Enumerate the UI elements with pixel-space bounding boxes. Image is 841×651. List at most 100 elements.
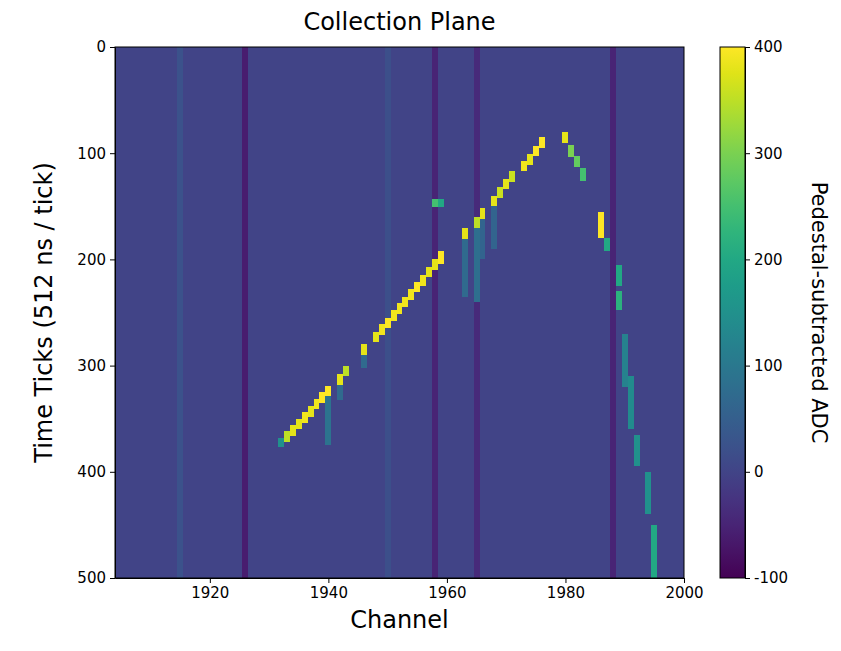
cell xyxy=(242,47,248,578)
cell xyxy=(533,146,539,157)
cell xyxy=(462,228,468,240)
cell xyxy=(414,282,420,293)
tick: 1960 xyxy=(428,578,466,602)
cell xyxy=(385,47,391,578)
tick-label: 200 xyxy=(77,251,106,269)
tick-label: 1960 xyxy=(428,584,466,602)
cell xyxy=(645,472,651,514)
cell xyxy=(420,275,426,286)
cell xyxy=(373,332,379,343)
tick-label: 1940 xyxy=(310,584,348,602)
y-axis: 0100200300400500 xyxy=(77,38,115,587)
tick-mark xyxy=(110,472,115,473)
tick-mark xyxy=(110,259,115,260)
y-axis-title: Time Ticks (512 ns / tick) xyxy=(30,162,58,464)
tick-label: 300 xyxy=(754,145,783,163)
cell xyxy=(509,171,515,182)
tick-mark xyxy=(745,366,750,367)
cell xyxy=(432,199,438,207)
tick-mark xyxy=(745,259,750,260)
cell xyxy=(480,208,486,219)
cell xyxy=(574,156,580,167)
cell xyxy=(622,334,628,387)
tick: 200 xyxy=(77,251,115,269)
cell xyxy=(432,47,438,578)
tick-mark xyxy=(110,366,115,367)
tick: 300 xyxy=(77,357,115,375)
tick: 200 xyxy=(745,251,783,269)
tick-label: 1920 xyxy=(191,584,229,602)
cell xyxy=(491,205,497,249)
tick-mark xyxy=(447,578,448,583)
tick-label: 2000 xyxy=(665,584,703,602)
colorbar-axis: -1000100200300400 xyxy=(745,38,788,587)
tick-mark xyxy=(328,578,329,583)
plot-frame xyxy=(115,47,684,578)
colorbar xyxy=(720,47,745,578)
cell xyxy=(325,386,331,397)
cell xyxy=(497,187,503,198)
cell xyxy=(651,525,657,578)
tick-label: -100 xyxy=(754,569,788,587)
tick-mark xyxy=(684,578,685,583)
cell xyxy=(628,376,634,429)
cell xyxy=(616,291,622,310)
cell xyxy=(308,406,314,417)
cell xyxy=(539,137,545,148)
cell xyxy=(568,145,574,158)
cell xyxy=(278,438,284,448)
cell xyxy=(598,212,604,239)
tick: 0 xyxy=(745,463,764,481)
cell xyxy=(521,161,527,172)
cell xyxy=(397,303,403,314)
cell xyxy=(438,251,444,264)
tick-mark xyxy=(110,578,115,579)
tick-label: 0 xyxy=(96,38,106,56)
cell xyxy=(438,199,444,207)
cell xyxy=(177,47,183,578)
cell xyxy=(391,310,397,321)
cell xyxy=(491,196,497,207)
cell xyxy=(432,259,438,270)
axis-line xyxy=(116,578,685,579)
chart: 192019401960198020000100200300400500Coll… xyxy=(0,0,841,651)
x-axis: 1920 1940 1960 1980 2000 xyxy=(116,578,704,602)
cell xyxy=(337,374,343,385)
tick-mark xyxy=(210,578,211,583)
heatmap-cells xyxy=(115,47,684,578)
tick-mark xyxy=(745,472,750,473)
tick-label: 1980 xyxy=(547,584,585,602)
tick-mark xyxy=(565,578,566,583)
cell xyxy=(462,238,468,296)
cell xyxy=(290,425,296,436)
colorbar-title: Pedestal-subtracted ADC xyxy=(807,182,831,444)
cell xyxy=(474,47,480,578)
tick: 400 xyxy=(745,38,783,56)
tick: 400 xyxy=(77,463,115,481)
cell xyxy=(337,384,343,400)
cell xyxy=(474,217,480,228)
tick-label: 400 xyxy=(754,38,783,56)
cell xyxy=(296,419,302,430)
cell xyxy=(480,218,486,259)
cell xyxy=(115,47,684,578)
cell xyxy=(503,179,509,190)
axis-line xyxy=(745,48,746,579)
x-axis-title: Channel xyxy=(350,606,449,634)
cell xyxy=(385,318,391,329)
tick-mark xyxy=(110,153,115,154)
cell xyxy=(610,47,616,578)
tick-mark xyxy=(745,47,750,48)
cell xyxy=(616,265,622,286)
cell xyxy=(314,399,320,410)
tick: 1920 xyxy=(191,578,229,602)
cell xyxy=(562,132,568,143)
cell xyxy=(319,392,325,403)
cell xyxy=(379,324,385,335)
cell xyxy=(361,344,367,355)
title: Collection Plane xyxy=(303,8,495,36)
tick: 100 xyxy=(77,145,115,163)
tick: 1940 xyxy=(310,578,348,602)
cell xyxy=(343,366,349,377)
tick: 2000 xyxy=(665,578,703,602)
